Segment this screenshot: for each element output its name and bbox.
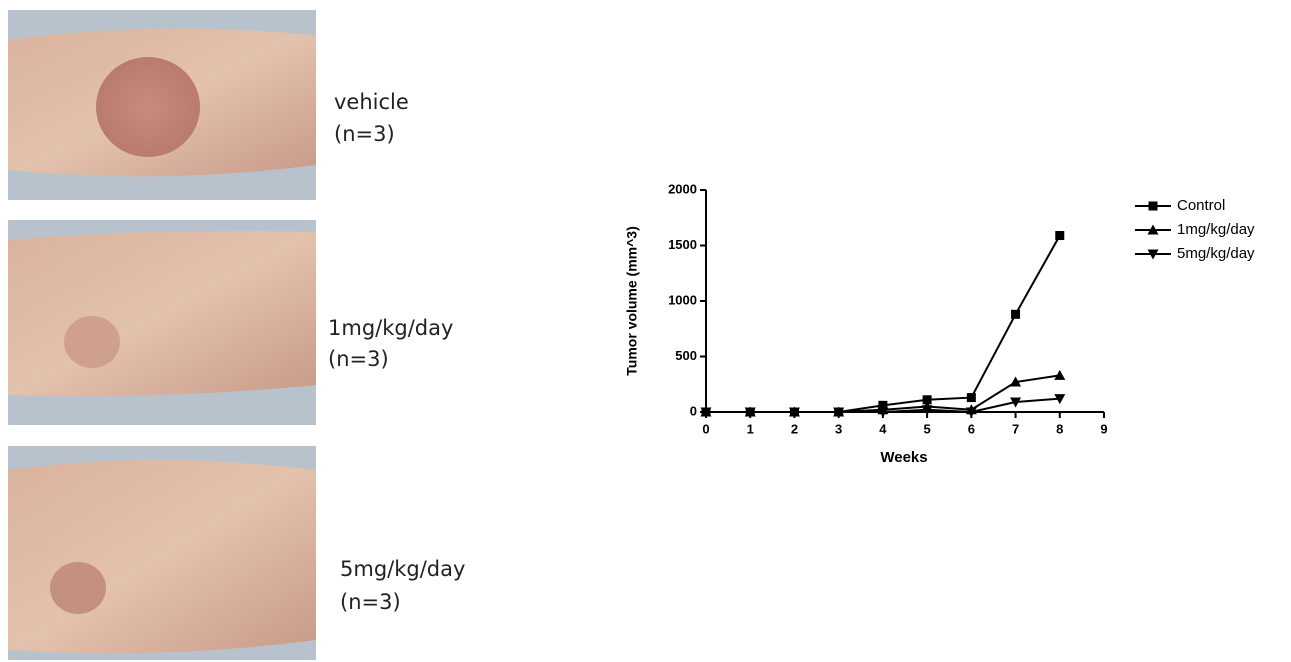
marker [1055,231,1065,241]
legend-marker [1147,249,1159,260]
x-tick-label: 2 [791,421,798,436]
marker [1054,369,1066,380]
marker [921,405,933,416]
photo [8,460,316,654]
photo [8,231,316,397]
marker [700,407,712,418]
y-tick-label: 500 [675,348,697,363]
y-tick-label: 1000 [668,292,697,307]
marker [1054,394,1066,405]
x-tick-label: 7 [1012,421,1019,436]
marker [877,407,889,418]
marker [965,407,977,418]
marker [966,393,976,403]
photo-label: 5mg/kg/day [340,557,465,581]
marker [922,395,932,405]
photo [50,562,106,614]
legend-label: 1mg/kg/day [1177,221,1255,238]
x-tick-label: 4 [879,421,887,436]
legend-marker [1148,201,1158,211]
photo-n: (n=3) [334,122,395,146]
photo-n: (n=3) [340,590,401,614]
photo [96,57,200,157]
photo-label: 1mg/kg/day [328,316,453,340]
y-tick-label: 2000 [668,181,697,196]
marker [1010,376,1022,387]
marker [788,407,800,418]
x-axis-label: Weeks [880,449,927,466]
marker [744,407,756,418]
x-tick-label: 5 [923,421,930,436]
photo [64,316,120,368]
x-tick-label: 0 [702,421,709,436]
y-axis-label: Tumor volume (mm^3) [624,226,640,376]
x-tick-label: 3 [835,421,842,436]
marker [1011,309,1021,319]
photo-n: (n=3) [328,347,389,371]
series-line [706,235,1061,413]
x-tick-label: 8 [1056,421,1063,436]
legend-marker [1147,224,1159,235]
legend-label: Control [1177,197,1225,214]
marker [1010,397,1022,408]
x-tick-label: 6 [968,421,975,436]
photo-label: vehicle [334,90,409,114]
y-tick-label: 0 [690,403,697,418]
y-tick-label: 1500 [668,237,697,252]
x-tick-label: 9 [1100,421,1107,436]
marker [833,407,845,418]
legend-label: 5mg/kg/day [1177,245,1255,262]
x-tick-label: 1 [747,421,754,436]
